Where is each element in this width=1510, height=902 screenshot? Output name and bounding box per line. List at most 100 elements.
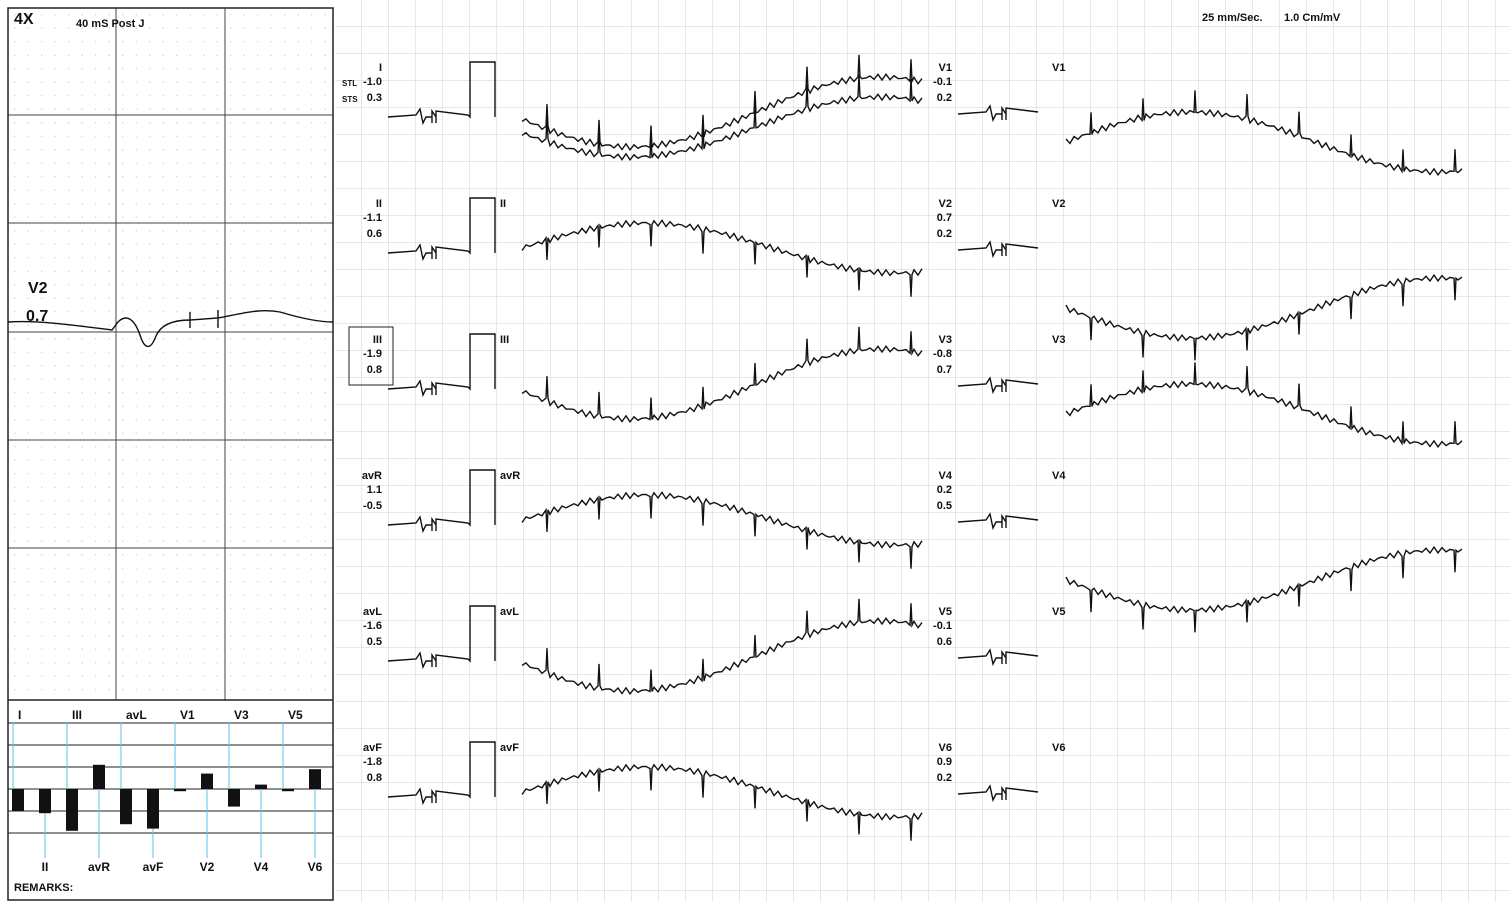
sts-value: 0.6	[367, 228, 382, 240]
st-bar	[147, 789, 159, 829]
lead-label: II	[376, 198, 382, 210]
zoom-trace	[7, 309, 334, 348]
lead-label: V5	[939, 606, 952, 618]
st-bar	[66, 789, 78, 831]
lead-trace	[521, 54, 923, 151]
zoom-lead: V2	[28, 280, 48, 297]
sts-value: 0.8	[367, 772, 382, 784]
lead-label: V1	[939, 62, 952, 74]
strip-label: avL	[500, 606, 519, 618]
gain: 1.0 Cm/mV	[1284, 12, 1341, 24]
stl-value: -1.6	[363, 620, 382, 632]
sts-value: -0.5	[363, 500, 382, 512]
zoom-grid	[8, 8, 333, 700]
lead-trace	[521, 763, 923, 841]
stl-value: 0.9	[937, 756, 952, 768]
sts-value: 0.2	[937, 228, 952, 240]
bar-label: V3	[234, 708, 249, 722]
measure-point: 40 mS Post J	[76, 18, 144, 30]
lead-complex	[387, 741, 496, 806]
strip-label: V3	[1052, 334, 1065, 346]
sts-value: 0.5	[367, 636, 382, 648]
strip-label: III	[500, 334, 509, 346]
bar-label: avL	[126, 708, 147, 722]
lead-complex	[957, 240, 1039, 259]
sts-value: 0.5	[937, 500, 952, 512]
lead-complex	[957, 784, 1039, 803]
remarks: REMARKS:	[14, 882, 73, 894]
strip-label: V2	[1052, 198, 1065, 210]
st-bar	[228, 789, 240, 807]
stl-value: -0.1	[933, 76, 952, 88]
lead-label: avR	[362, 470, 382, 482]
bar-label: avR	[88, 860, 110, 874]
lead-trace	[1065, 362, 1463, 449]
bar-label: V2	[200, 860, 215, 874]
bar-label: II	[42, 860, 49, 874]
left-panel-frame	[7, 7, 334, 901]
strip-label: II	[500, 198, 506, 210]
sts-value: 0.6	[937, 636, 952, 648]
lead-label: III	[373, 334, 382, 346]
stl-value: -0.8	[933, 348, 952, 360]
bar-label: avF	[143, 860, 164, 874]
lead-trace	[1065, 273, 1463, 361]
st-bar	[12, 789, 24, 811]
strip-label: avF	[500, 742, 519, 754]
strip-label: V5	[1052, 606, 1065, 618]
lead-trace	[521, 598, 923, 695]
stl-value: -0.1	[933, 620, 952, 632]
bar-label: V6	[308, 860, 323, 874]
bar-label: V4	[254, 860, 269, 874]
bar-label: I	[18, 708, 21, 722]
lead-complex	[957, 648, 1039, 667]
lead-label: V4	[939, 470, 953, 482]
ecg-grid	[335, 0, 1510, 902]
zoom-grid-lines	[8, 8, 333, 700]
stl-value: 0.7	[937, 212, 952, 224]
sts-value: 0.8	[367, 364, 382, 376]
stl-value: -1.1	[363, 212, 382, 224]
sts-value: 0.7	[937, 364, 952, 376]
stl-label: STL	[342, 79, 357, 88]
lead-trace	[521, 491, 923, 569]
lead-trace	[521, 219, 923, 297]
bar-label: V1	[180, 708, 195, 722]
bar-label: III	[72, 708, 82, 722]
lead-complex	[957, 104, 1039, 123]
strip-label: V4	[1052, 470, 1066, 482]
stl-value: 1.1	[367, 484, 382, 496]
lead-trace	[1065, 545, 1463, 633]
sts-value: 0.2	[937, 772, 952, 784]
lead-label: avL	[363, 606, 382, 618]
lead-label: I	[379, 62, 382, 74]
lead-label: V2	[939, 198, 952, 210]
lead-trace	[521, 74, 923, 161]
zoom-value: 0.7	[26, 308, 48, 325]
lead-complex	[387, 61, 496, 126]
magnification: 4X	[14, 11, 34, 28]
sts-label: STS	[342, 95, 358, 104]
sts-value: 0.2	[937, 92, 952, 104]
lead-label: V6	[939, 742, 952, 754]
bar-chart-lines	[8, 722, 333, 834]
stl-value: -1.0	[363, 76, 382, 88]
lead-complex	[387, 197, 496, 262]
lead-label: V3	[939, 334, 952, 346]
st-bar	[39, 789, 51, 814]
st-bar	[255, 784, 267, 789]
selected-lead-box	[348, 326, 394, 386]
lead-complex	[387, 605, 496, 670]
st-bar	[120, 789, 132, 825]
strip-label: V1	[1052, 62, 1065, 74]
strip-label: V6	[1052, 742, 1065, 754]
st-bar	[93, 764, 105, 789]
lead-trace	[1065, 90, 1463, 177]
lead-complex	[957, 376, 1039, 395]
stl-value: 0.2	[937, 484, 952, 496]
stl-value: -1.9	[363, 348, 382, 360]
lead-label: avF	[363, 742, 382, 754]
sts-value: 0.3	[367, 92, 382, 104]
strip-label: avR	[500, 470, 520, 482]
